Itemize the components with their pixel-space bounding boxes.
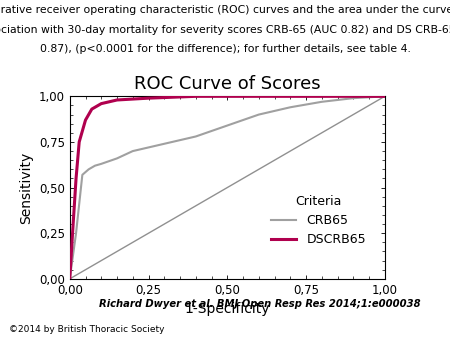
Title: ROC Curve of Scores: ROC Curve of Scores xyxy=(134,75,320,93)
X-axis label: 1-Specificity: 1-Specificity xyxy=(184,302,270,316)
Legend: CRB65, DSCRB65: CRB65, DSCRB65 xyxy=(265,189,372,252)
Text: ©2014 by British Thoracic Society: ©2014 by British Thoracic Society xyxy=(9,325,165,334)
Text: Richard Dwyer et al. BMJ Open Resp Res 2014;1:e000038: Richard Dwyer et al. BMJ Open Resp Res 2… xyxy=(99,299,421,309)
Y-axis label: Sensitivity: Sensitivity xyxy=(19,151,33,224)
Text: BMJ Open
Respiratory
Research: BMJ Open Respiratory Research xyxy=(366,299,431,333)
Text: in association with 30-day mortality for severity scores CRB-65 (AUC 0.82) and D: in association with 30-day mortality for… xyxy=(0,25,450,35)
Text: Comparative receiver operating characteristic (ROC) curves and the area under th: Comparative receiver operating character… xyxy=(0,5,450,15)
Text: 0.87), (p<0.0001 for the difference); for further details, see table 4.: 0.87), (p<0.0001 for the difference); fo… xyxy=(40,44,410,54)
